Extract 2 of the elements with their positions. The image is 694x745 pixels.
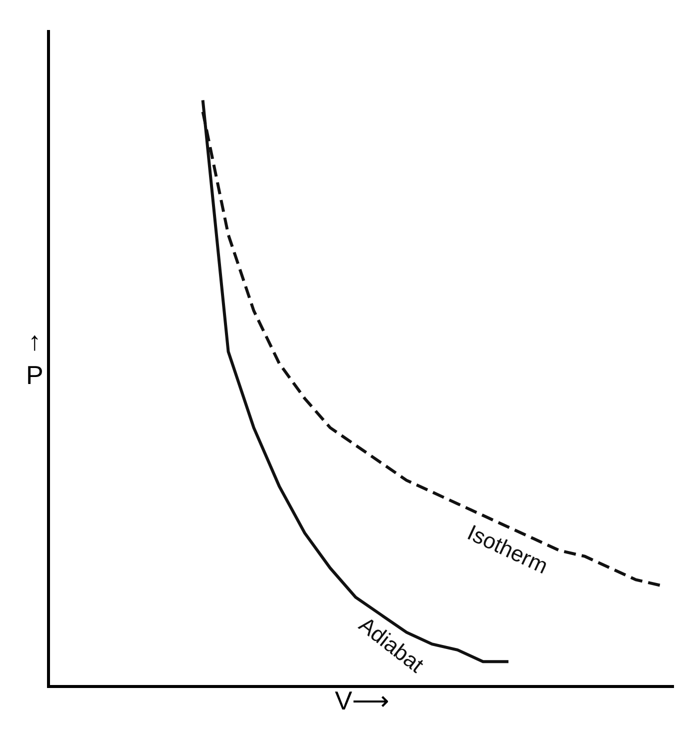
x-axis-title: V⟶ [334, 686, 390, 716]
text: ↑ P [26, 326, 44, 390]
